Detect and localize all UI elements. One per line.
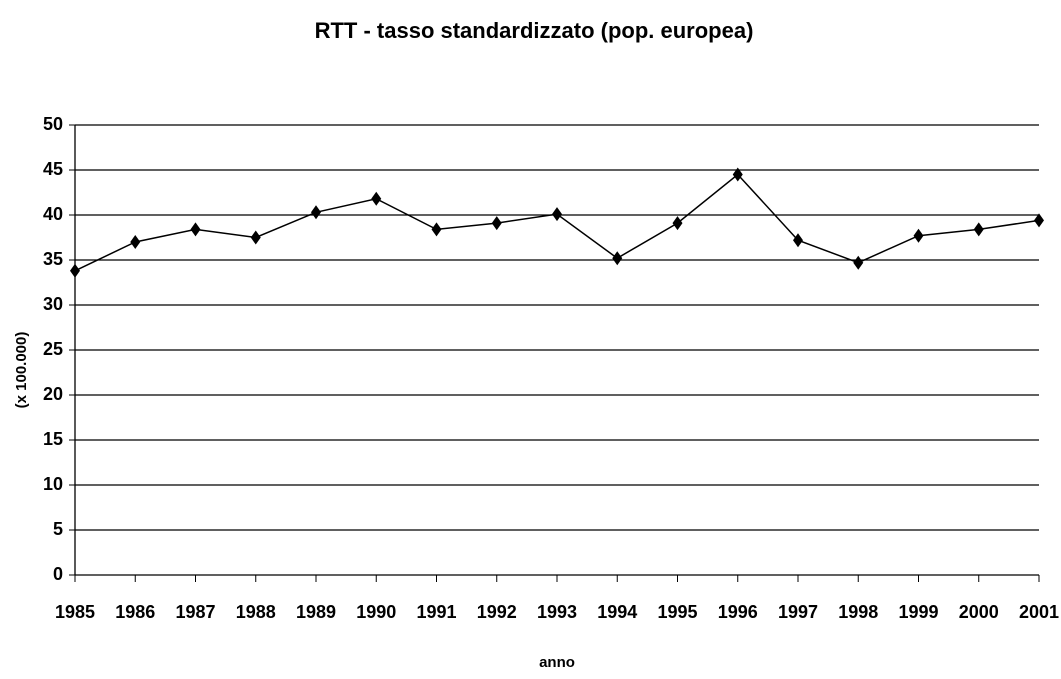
x-tick-label: 1995 bbox=[657, 602, 697, 622]
x-tick-label: 1992 bbox=[477, 602, 517, 622]
x-tick-label: 1987 bbox=[175, 602, 215, 622]
marker bbox=[552, 207, 562, 222]
x-tick-label: 2000 bbox=[959, 602, 999, 622]
y-tick-label: 40 bbox=[43, 204, 63, 224]
y-tick-label: 10 bbox=[43, 474, 63, 494]
x-tick-label: 1988 bbox=[236, 602, 276, 622]
marker bbox=[732, 167, 743, 182]
y-tick-label: 0 bbox=[53, 564, 63, 584]
marker bbox=[793, 233, 803, 248]
marker bbox=[431, 222, 442, 237]
y-tick-label: 5 bbox=[53, 519, 63, 539]
x-tick-label: 1994 bbox=[597, 602, 637, 622]
x-tick-label: 1996 bbox=[718, 602, 758, 622]
y-tick-label: 30 bbox=[43, 294, 63, 314]
marker bbox=[973, 222, 984, 237]
marker bbox=[130, 235, 141, 249]
x-tick-label: 1991 bbox=[416, 602, 456, 622]
x-tick-label: 1986 bbox=[115, 602, 155, 622]
chart-title: RTT - tasso standardizzato (pop. europea… bbox=[315, 18, 754, 43]
x-tick-label: 2001 bbox=[1019, 602, 1059, 622]
x-tick-label: 1989 bbox=[296, 602, 336, 622]
y-axis-label: (x 100.000) bbox=[13, 332, 30, 409]
marker bbox=[371, 191, 382, 206]
series-line bbox=[74, 173, 1040, 272]
marker bbox=[311, 205, 321, 220]
x-tick-label: 1997 bbox=[778, 602, 818, 622]
x-tick-label: 1990 bbox=[356, 602, 396, 622]
x-tick-label: 1998 bbox=[838, 602, 878, 622]
y-tick-label: 20 bbox=[43, 384, 63, 404]
y-tick-label: 50 bbox=[43, 114, 63, 134]
x-axis-label: anno bbox=[539, 654, 575, 671]
y-tick-label: 45 bbox=[43, 159, 63, 179]
marker bbox=[70, 263, 80, 278]
y-tick-label: 35 bbox=[43, 249, 63, 269]
x-tick-label: 1999 bbox=[898, 602, 938, 622]
marker bbox=[913, 228, 924, 243]
x-tick-label: 1985 bbox=[55, 602, 95, 622]
marker bbox=[853, 255, 864, 270]
marker bbox=[672, 216, 683, 231]
y-tick-label: 15 bbox=[43, 429, 63, 449]
marker bbox=[491, 216, 502, 231]
marker bbox=[612, 251, 623, 266]
x-tick-label: 1993 bbox=[537, 602, 577, 622]
marker bbox=[1034, 213, 1044, 228]
marker bbox=[190, 222, 201, 237]
marker bbox=[250, 230, 261, 245]
y-tick-label: 25 bbox=[43, 339, 63, 359]
